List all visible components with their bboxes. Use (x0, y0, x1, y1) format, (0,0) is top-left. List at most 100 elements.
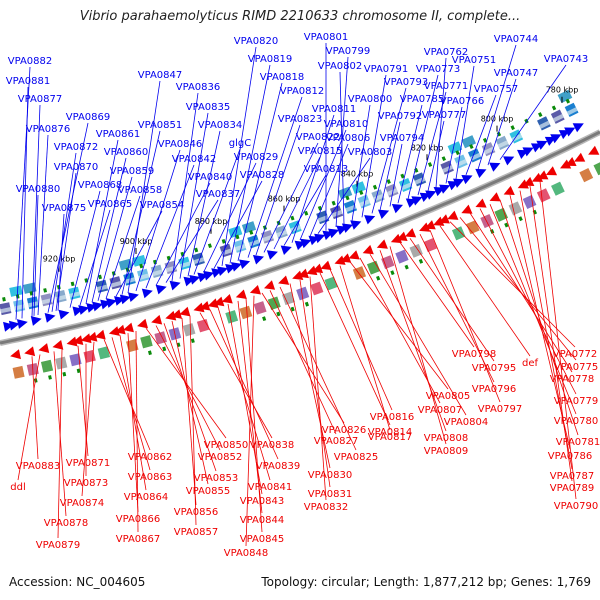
gene-label[interactable]: VPA0762 (424, 47, 469, 58)
gene-label[interactable]: VPA0747 (494, 68, 539, 79)
gene-label[interactable]: VPA0881 (6, 76, 51, 87)
gene-label[interactable]: VPA0827 (314, 436, 359, 447)
gene-label[interactable]: VPA0872 (54, 142, 99, 153)
gene-label[interactable]: VPA0813 (304, 164, 349, 175)
gene-label[interactable]: VPA0793 (384, 77, 429, 88)
gene-label[interactable]: VPA0814 (368, 427, 413, 438)
gene-label[interactable]: VPA0837 (196, 189, 241, 200)
gene-label[interactable]: VPA0846 (158, 139, 203, 150)
gene-label[interactable]: VPA0785 (400, 94, 445, 105)
gene-label[interactable]: VPA0816 (370, 412, 415, 423)
gene-label[interactable]: VPA0879 (36, 540, 81, 551)
gene-label[interactable]: VPA0835 (186, 102, 231, 113)
gene-label[interactable]: VPA0864 (124, 492, 169, 503)
gene-label[interactable]: VPA0840 (188, 172, 233, 183)
gene-label[interactable]: VPA0834 (198, 120, 243, 131)
gene-label[interactable]: VPA0802 (318, 61, 363, 72)
gene-label[interactable]: VPA0875 (42, 203, 87, 214)
gene-label[interactable]: VPA0772 (553, 349, 598, 360)
gene-label[interactable]: VPA0861 (96, 129, 141, 140)
gene-label[interactable]: VPA0874 (60, 498, 105, 509)
gene-label[interactable]: VPA0787 (550, 471, 595, 482)
gene-label[interactable]: VPA0873 (64, 478, 109, 489)
gene-label[interactable]: VPA0773 (416, 64, 461, 75)
gene-label[interactable]: VPA0823 (278, 114, 323, 125)
gene-label[interactable]: VPA0792 (378, 111, 423, 122)
gene-label[interactable]: VPA0850 (204, 440, 249, 451)
gene-label[interactable]: VPA0780 (554, 416, 599, 427)
gene-label[interactable]: VPA0777 (422, 110, 467, 121)
gene-label[interactable]: VPA0843 (240, 496, 285, 507)
gene-label[interactable]: VPA0803 (348, 147, 393, 158)
gene-label[interactable]: VPA0795 (472, 363, 517, 374)
gene-label[interactable]: VPA0819 (248, 54, 293, 65)
gene-label[interactable]: VPA0852 (198, 452, 243, 463)
gene-label[interactable]: VPA0766 (440, 96, 485, 107)
gene-label[interactable]: VPA0798 (452, 349, 497, 360)
gene-label[interactable]: VPA0797 (478, 404, 523, 415)
gene-label[interactable]: VPA0822 (296, 132, 341, 143)
gene-label[interactable]: VPA0838 (250, 440, 295, 451)
gene-label[interactable]: VPA0877 (18, 94, 63, 105)
gene-label[interactable]: VPA0799 (326, 46, 371, 57)
gene-label[interactable]: VPA0751 (452, 55, 497, 66)
gene-label[interactable]: VPA0757 (474, 84, 519, 95)
gene-label[interactable]: VPA0786 (548, 451, 593, 462)
gene-label[interactable]: VPA0801 (304, 32, 349, 43)
gene-label[interactable]: VPA0845 (240, 534, 285, 545)
gene-label[interactable]: VPA0808 (424, 433, 469, 444)
gene-label[interactable]: VPA0815 (298, 146, 343, 157)
gene-label[interactable]: VPA0818 (260, 72, 305, 83)
gene-label[interactable]: VPA0804 (444, 417, 489, 428)
gene-label[interactable]: VPA0855 (186, 486, 231, 497)
gene-label[interactable]: VPA0870 (54, 162, 99, 173)
gene-label[interactable]: VPA0854 (140, 200, 185, 211)
gene-label[interactable]: VPA0876 (26, 124, 71, 135)
gene-label[interactable]: VPA0844 (240, 515, 285, 526)
gene-label[interactable]: VPA0806 (326, 133, 371, 144)
gene-label[interactable]: VPA0841 (248, 482, 293, 493)
gene-label[interactable]: VPA0825 (334, 452, 379, 463)
gene-label[interactable]: VPA0856 (174, 507, 219, 518)
gene-label[interactable]: VPA0775 (554, 362, 599, 373)
gene-label[interactable]: def (522, 358, 539, 369)
gene-label[interactable]: VPA0781 (556, 437, 600, 448)
gene-label[interactable]: VPA0832 (304, 502, 349, 513)
gene-label[interactable]: VPA0771 (424, 81, 469, 92)
gene-label[interactable]: VPA0871 (66, 458, 111, 469)
gene-label[interactable]: VPA0743 (544, 54, 589, 65)
gene-label[interactable]: VPA0848 (224, 548, 269, 559)
gene-label[interactable]: VPA0809 (424, 446, 469, 457)
gene-label[interactable]: VPA0851 (138, 120, 183, 131)
gene-label[interactable]: VPA0812 (280, 86, 325, 97)
gene-label[interactable]: VPA0779 (554, 396, 599, 407)
gene-label[interactable]: VPA0831 (308, 489, 353, 500)
gene-label[interactable]: VPA0807 (418, 405, 463, 416)
gene-label[interactable]: VPA0810 (324, 119, 369, 130)
gene-label[interactable]: VPA0796 (472, 384, 517, 395)
gene-label[interactable]: glgC (229, 138, 251, 149)
gene-label[interactable]: VPA0811 (312, 104, 357, 115)
gene-label[interactable]: VPA0869 (66, 112, 111, 123)
gene-label[interactable]: VPA0853 (194, 473, 239, 484)
gene-label[interactable]: VPA0842 (172, 154, 217, 165)
gene-label[interactable]: VPA0830 (308, 470, 353, 481)
gene-label[interactable]: VPA0863 (128, 472, 173, 483)
gene-label[interactable]: VPA0836 (176, 82, 221, 93)
gene-label[interactable]: VPA0883 (16, 461, 61, 472)
gene-label[interactable]: VPA0805 (426, 391, 471, 402)
gene-label[interactable]: VPA0858 (118, 185, 163, 196)
gene-label[interactable]: VPA0820 (234, 36, 279, 47)
gene-label[interactable]: VPA0866 (116, 514, 161, 525)
gene-label[interactable]: VPA0865 (88, 199, 133, 210)
gene-label[interactable]: VPA0878 (44, 518, 89, 529)
gene-label[interactable]: VPA0800 (348, 94, 393, 105)
gene-label[interactable]: VPA0882 (8, 56, 53, 67)
gene-label[interactable]: VPA0868 (78, 180, 123, 191)
gene-label[interactable]: VPA0778 (550, 374, 595, 385)
gene-label[interactable]: VPA0817 (368, 432, 413, 443)
gene-label[interactable]: VPA0859 (110, 166, 155, 177)
gene-label[interactable]: VPA0790 (554, 501, 599, 512)
gene-label[interactable]: VPA0828 (240, 170, 285, 181)
